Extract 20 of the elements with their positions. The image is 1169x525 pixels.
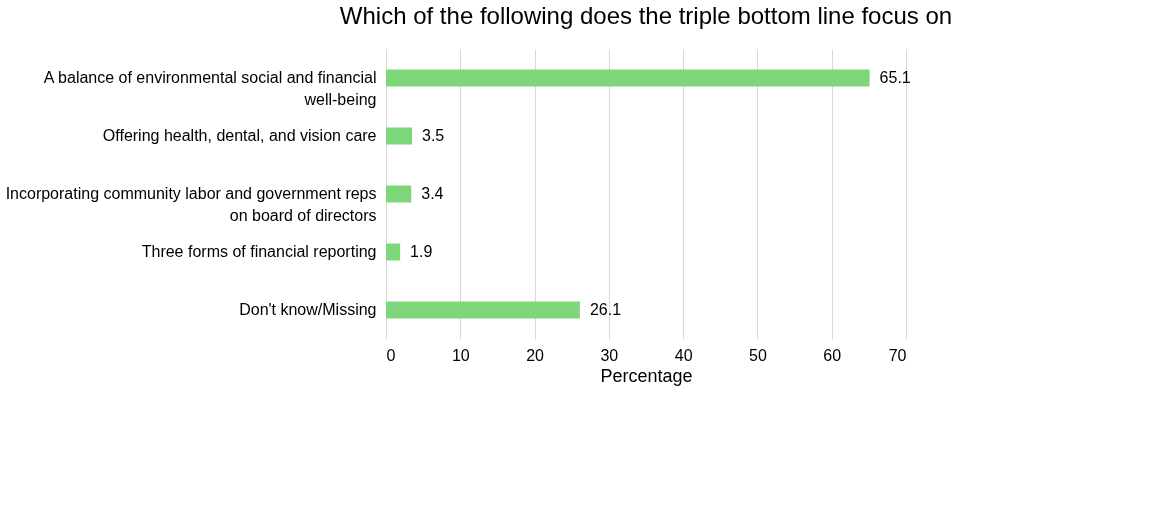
- x-tick-label: 50: [749, 346, 767, 364]
- data-label: 3.4: [421, 185, 444, 202]
- x-tick-label: 10: [451, 346, 470, 364]
- x-axis-title: Percentage: [600, 365, 693, 386]
- data-label: 65.1: [879, 69, 911, 86]
- x-tick-label: 70: [888, 346, 907, 364]
- x-tick-label: 30: [600, 346, 619, 364]
- y-tick-label: A balance of environmental social and financial well-being: [43, 69, 377, 108]
- y-tick-label: Don't know/Missing: [239, 301, 377, 318]
- data-label: 1.9: [410, 243, 433, 260]
- y-tick-label: Incorporating community labor and government reps on board of directors: [5, 185, 377, 224]
- x-tick-label: 0: [386, 346, 396, 364]
- x-tick-label: 20: [526, 346, 545, 364]
- data-label: 3.5: [422, 127, 445, 144]
- x-tick-label: 40: [674, 346, 693, 364]
- chart-title: Which of the following does the triple bottom line focus on: [339, 2, 953, 29]
- y-tick-label: Three forms of financial reporting: [141, 243, 377, 260]
- x-tick-label: 60: [823, 346, 842, 364]
- y-tick-label: Offering health, dental, and vision care: [102, 127, 377, 144]
- data-label: 26.1: [589, 301, 622, 318]
